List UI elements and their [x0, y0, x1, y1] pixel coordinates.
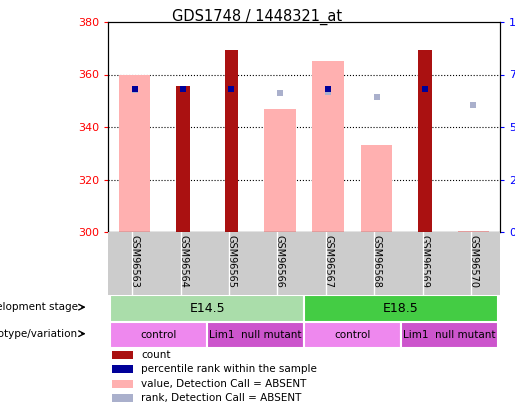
Bar — [264, 109, 296, 232]
Text: value, Detection Call = ABSENT: value, Detection Call = ABSENT — [141, 379, 307, 389]
Text: Lim1  null mutant: Lim1 null mutant — [403, 330, 495, 340]
Text: GSM96563: GSM96563 — [130, 235, 140, 288]
Text: GSM96567: GSM96567 — [323, 235, 333, 288]
Bar — [110, 295, 304, 322]
Bar — [112, 380, 133, 388]
Bar — [119, 75, 150, 232]
Bar — [110, 322, 207, 348]
Bar — [225, 49, 238, 232]
Bar — [401, 322, 497, 348]
Bar — [313, 62, 344, 232]
Text: genotype/variation: genotype/variation — [0, 329, 78, 339]
Text: percentile rank within the sample: percentile rank within the sample — [141, 364, 317, 374]
Text: GSM96570: GSM96570 — [468, 235, 478, 288]
Bar — [304, 295, 497, 322]
Text: E18.5: E18.5 — [383, 302, 419, 315]
Text: Lim1  null mutant: Lim1 null mutant — [210, 330, 302, 340]
Text: GSM96564: GSM96564 — [178, 235, 188, 288]
Text: GDS1748 / 1448321_at: GDS1748 / 1448321_at — [173, 9, 342, 25]
Bar — [361, 145, 392, 232]
Bar — [176, 86, 190, 232]
Bar — [112, 394, 133, 402]
Text: control: control — [334, 330, 371, 340]
Text: GSM96566: GSM96566 — [275, 235, 285, 288]
Bar — [458, 231, 489, 232]
Text: GSM96569: GSM96569 — [420, 235, 430, 288]
Bar — [304, 322, 401, 348]
Text: development stage: development stage — [0, 302, 78, 312]
Text: E14.5: E14.5 — [190, 302, 225, 315]
Text: control: control — [141, 330, 177, 340]
Text: rank, Detection Call = ABSENT: rank, Detection Call = ABSENT — [141, 393, 302, 403]
Bar — [207, 322, 304, 348]
Text: GSM96565: GSM96565 — [227, 235, 236, 288]
Bar — [112, 351, 133, 359]
Bar — [112, 365, 133, 373]
Text: count: count — [141, 350, 171, 360]
Text: GSM96568: GSM96568 — [372, 235, 382, 288]
Bar — [418, 49, 432, 232]
